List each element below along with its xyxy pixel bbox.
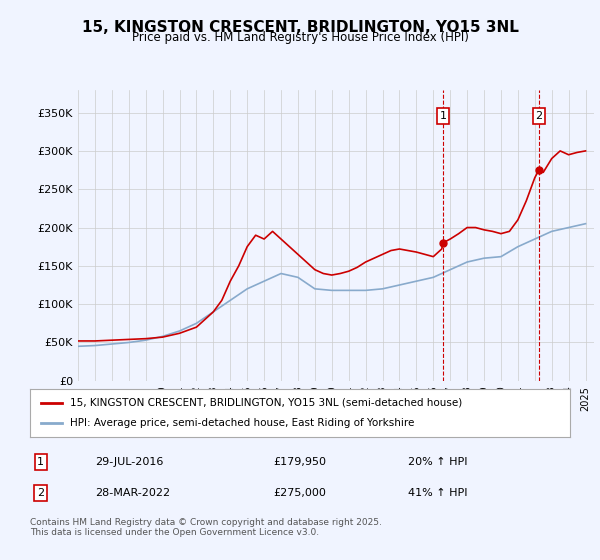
Text: Price paid vs. HM Land Registry's House Price Index (HPI): Price paid vs. HM Land Registry's House … xyxy=(131,31,469,44)
Text: 1: 1 xyxy=(37,457,44,467)
Text: 2: 2 xyxy=(37,488,44,498)
Text: 15, KINGSTON CRESCENT, BRIDLINGTON, YO15 3NL (semi-detached house): 15, KINGSTON CRESCENT, BRIDLINGTON, YO15… xyxy=(71,398,463,408)
Text: 2: 2 xyxy=(535,111,542,121)
Text: 1: 1 xyxy=(439,111,446,121)
Text: 15, KINGSTON CRESCENT, BRIDLINGTON, YO15 3NL: 15, KINGSTON CRESCENT, BRIDLINGTON, YO15… xyxy=(82,20,518,35)
Text: 41% ↑ HPI: 41% ↑ HPI xyxy=(408,488,467,498)
Text: 29-JUL-2016: 29-JUL-2016 xyxy=(95,457,163,467)
Text: HPI: Average price, semi-detached house, East Riding of Yorkshire: HPI: Average price, semi-detached house,… xyxy=(71,418,415,428)
Text: 20% ↑ HPI: 20% ↑ HPI xyxy=(408,457,467,467)
Text: 28-MAR-2022: 28-MAR-2022 xyxy=(95,488,170,498)
Text: Contains HM Land Registry data © Crown copyright and database right 2025.
This d: Contains HM Land Registry data © Crown c… xyxy=(30,518,382,538)
Text: £179,950: £179,950 xyxy=(273,457,326,467)
Text: £275,000: £275,000 xyxy=(273,488,326,498)
